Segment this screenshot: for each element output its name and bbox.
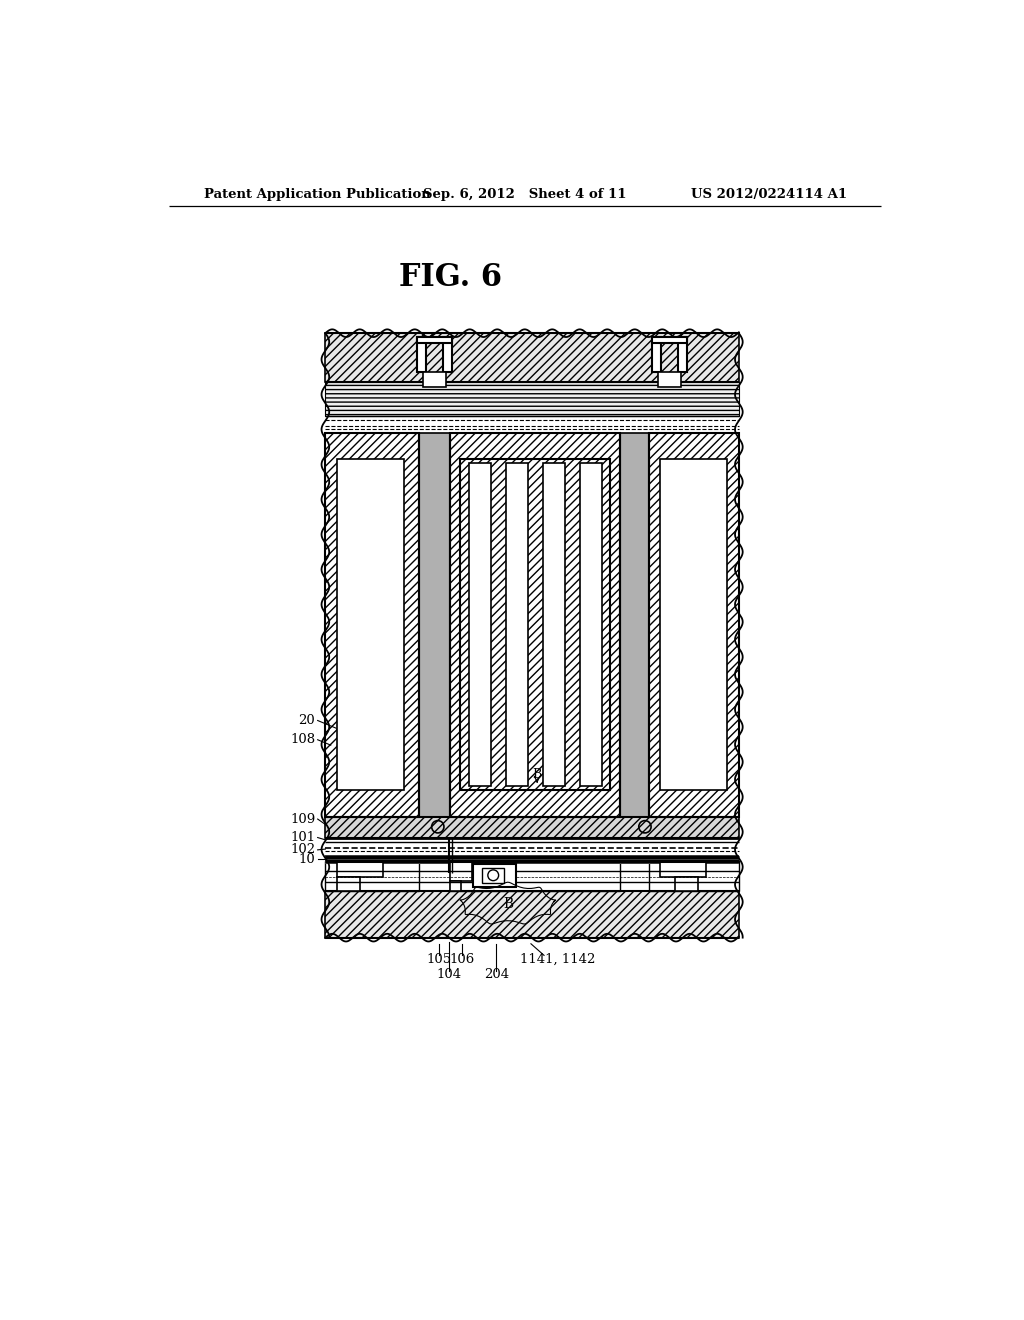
Bar: [544, 462, 565, 785]
Text: B: B: [532, 768, 542, 781]
Text: 108: 108: [290, 733, 315, 746]
Text: 20: 20: [299, 714, 315, 727]
Bar: [337, 876, 360, 891]
Bar: [506, 462, 528, 785]
Bar: [660, 459, 727, 789]
Bar: [649, 433, 739, 817]
Bar: [658, 372, 681, 387]
Bar: [417, 337, 426, 372]
Bar: [326, 433, 419, 817]
Bar: [482, 867, 504, 883]
Bar: [337, 459, 403, 789]
Bar: [326, 862, 419, 891]
Bar: [469, 462, 490, 785]
Text: 106: 106: [450, 953, 474, 966]
Bar: [451, 433, 620, 817]
Bar: [326, 817, 739, 838]
Text: 109: 109: [290, 813, 315, 825]
Bar: [620, 433, 649, 817]
Text: 104: 104: [436, 968, 461, 981]
Bar: [473, 863, 515, 887]
Bar: [423, 372, 446, 387]
Bar: [659, 862, 706, 876]
Bar: [652, 337, 687, 343]
Bar: [326, 891, 739, 937]
Bar: [451, 862, 620, 891]
Bar: [419, 433, 451, 817]
Bar: [581, 462, 602, 785]
Bar: [652, 337, 662, 372]
Bar: [649, 862, 739, 891]
Text: 101: 101: [290, 832, 315, 843]
Text: B: B: [503, 896, 513, 911]
Bar: [451, 862, 472, 880]
Text: FIG. 6: FIG. 6: [398, 263, 502, 293]
Text: Patent Application Publication: Patent Application Publication: [204, 187, 430, 201]
Text: 102: 102: [290, 843, 315, 857]
Bar: [675, 876, 698, 891]
Text: 204: 204: [483, 968, 509, 981]
Bar: [326, 433, 419, 817]
Bar: [451, 880, 461, 891]
Bar: [678, 337, 687, 372]
Text: US 2012/0224114 A1: US 2012/0224114 A1: [690, 187, 847, 201]
Bar: [451, 433, 620, 817]
Bar: [460, 459, 610, 789]
Bar: [443, 337, 453, 372]
Text: 1141, 1142: 1141, 1142: [520, 953, 596, 966]
Bar: [337, 862, 383, 876]
Text: 10: 10: [299, 853, 315, 866]
Bar: [326, 333, 739, 381]
Text: Sep. 6, 2012   Sheet 4 of 11: Sep. 6, 2012 Sheet 4 of 11: [423, 187, 627, 201]
Bar: [326, 855, 739, 865]
Text: 105: 105: [426, 953, 452, 966]
Bar: [417, 337, 453, 343]
Bar: [326, 381, 739, 416]
Bar: [649, 433, 739, 817]
